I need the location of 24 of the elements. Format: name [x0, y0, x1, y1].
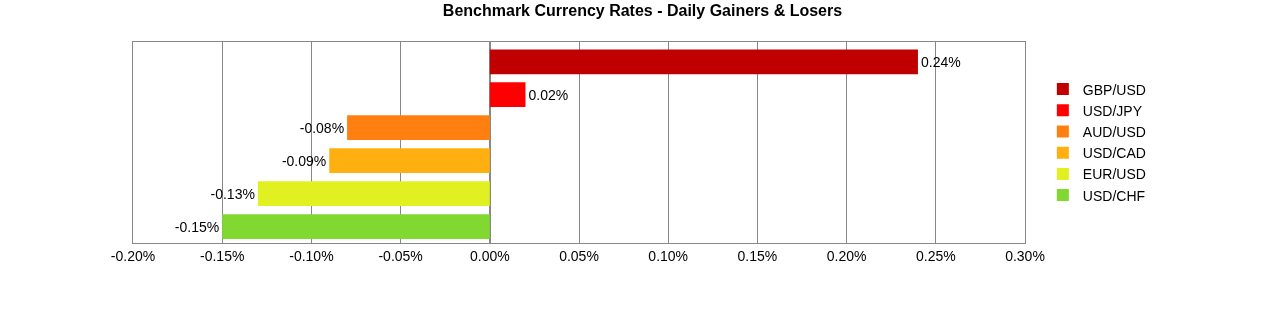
data-label: -0.09%: [281, 152, 327, 169]
data-label: 0.24%: [920, 53, 961, 70]
x-tick-label: 0.25%: [915, 247, 956, 264]
x-tick-label: -0.10%: [289, 247, 334, 264]
data-label: 0.02%: [528, 86, 569, 103]
x-tick-label: 0.05%: [559, 247, 599, 264]
legend-label: USD/CHF: [1082, 187, 1146, 204]
x-tick-label: -0.05%: [378, 247, 423, 264]
data-label: -0.15%: [174, 218, 220, 235]
legend-label: EUR/USD: [1082, 166, 1146, 183]
x-tick-label: -0.15%: [200, 247, 245, 264]
legend-label: GBP/USD: [1082, 81, 1146, 98]
x-tick-label: 0.10%: [648, 247, 689, 264]
x-tick-label: 0.20%: [826, 247, 867, 264]
legend-label: AUD/USD: [1082, 123, 1146, 140]
x-tick-label: 0.30%: [1005, 247, 1045, 264]
x-tick-label: -0.20%: [110, 247, 156, 264]
data-label: -0.13%: [210, 185, 255, 202]
legend-label: USD/JPY: [1082, 102, 1143, 119]
x-tick-label: 0.00%: [469, 247, 510, 264]
x-tick-label: 0.15%: [737, 247, 778, 264]
chart-title: Benchmark Currency Rates - Daily Gainers & Losers: [442, 2, 843, 20]
data-label: -0.08%: [299, 119, 345, 136]
legend-label: USD/CAD: [1082, 145, 1146, 162]
